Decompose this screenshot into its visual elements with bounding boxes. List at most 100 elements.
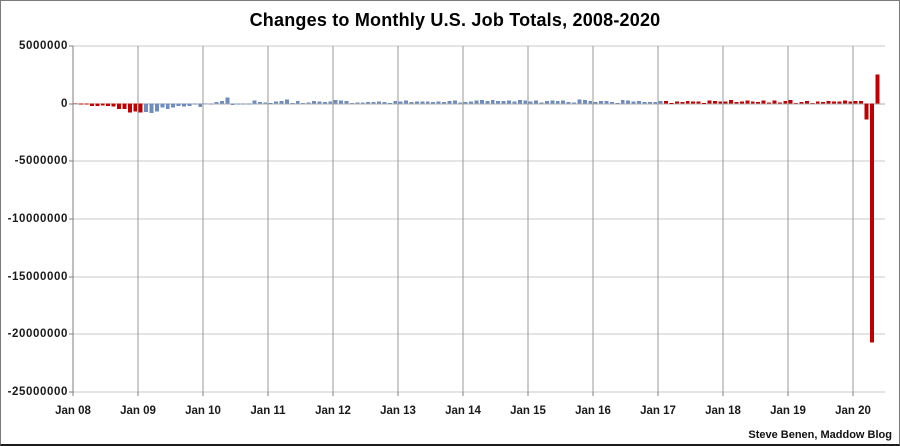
chart-bar — [577, 99, 582, 104]
chart-bar — [783, 101, 788, 104]
chart-bar — [848, 101, 853, 104]
chart-bar — [447, 100, 452, 104]
chart-bar — [144, 103, 149, 113]
x-axis-tick-label: Jan 11 — [250, 405, 286, 417]
chart-bar — [561, 100, 566, 104]
chart-title: Changes to Monthly U.S. Job Totals, 2008… — [249, 10, 661, 30]
chart-bar — [154, 103, 159, 112]
chart-bar — [349, 102, 354, 104]
chart-bar — [653, 101, 658, 104]
chart-bar — [674, 101, 679, 104]
chart-bar — [295, 100, 300, 104]
chart-bar — [306, 102, 311, 104]
chart-bar — [496, 100, 501, 104]
x-axis-tick-label: Jan 09 — [120, 405, 156, 417]
chart-bar — [669, 103, 674, 104]
y-axis-tick-label: 0 — [61, 98, 68, 110]
chart-bar — [425, 101, 430, 104]
chart-bar — [100, 103, 105, 106]
chart-bar — [631, 101, 636, 104]
chart-bar — [593, 102, 598, 104]
chart-bar — [609, 101, 614, 104]
chart-bar — [528, 101, 533, 104]
chart-bar — [442, 101, 446, 104]
chart-bar — [192, 103, 197, 105]
chart-bar — [404, 100, 409, 104]
chart-bar — [431, 101, 436, 104]
chart-bar — [485, 101, 490, 104]
chart-bar — [501, 101, 506, 104]
chart-bar — [312, 100, 316, 104]
chart-bar — [523, 100, 528, 104]
chart-bar — [117, 103, 121, 109]
chart-bar — [756, 101, 761, 104]
chart-bar — [290, 102, 295, 104]
y-axis-tick-label: -15000000 — [7, 271, 68, 283]
chart-bar — [550, 100, 555, 104]
chart-bar — [723, 101, 728, 104]
x-axis-tick-label: Jan 17 — [640, 405, 676, 417]
chart-bar — [268, 103, 273, 104]
x-axis-tick-label: Jan 08 — [55, 405, 91, 417]
chart-bar — [344, 100, 349, 104]
chart-bar — [165, 103, 170, 110]
chart-bar — [555, 101, 560, 104]
chart-bar — [729, 99, 734, 104]
x-axis-tick-label: Jan 13 — [380, 405, 416, 417]
chart-bar — [853, 101, 858, 104]
chart-bar — [398, 101, 403, 104]
chart-bar — [111, 103, 116, 107]
chart-bar — [301, 102, 306, 104]
chart-bar — [712, 101, 717, 104]
x-axis-tick-label: Jan 10 — [185, 405, 221, 417]
chart-bar — [869, 103, 874, 343]
chart-bar — [534, 100, 539, 104]
chart-bar — [247, 103, 251, 105]
x-axis-tick-label: Jan 14 — [445, 405, 481, 417]
attribution-text: Steve Benen, Maddow Blog — [748, 429, 892, 441]
chart-bar — [79, 103, 84, 105]
chart-bar — [84, 103, 89, 105]
chart-bar — [458, 102, 463, 104]
chart-bar — [750, 101, 755, 104]
x-axis-tick-label: Jan 16 — [575, 405, 611, 417]
chart-bar — [95, 103, 100, 106]
chart-bar — [658, 101, 663, 104]
x-axis-tick-label: Jan 15 — [510, 405, 546, 417]
chart-bar — [761, 100, 766, 104]
chart-bar — [89, 103, 94, 107]
chart-bar — [414, 101, 419, 104]
chart-bar — [626, 100, 631, 104]
chart-bar — [257, 102, 262, 104]
chart-bar — [371, 101, 376, 104]
chart-bar — [588, 100, 593, 104]
y-axis-tick-label: -10000000 — [7, 213, 68, 225]
chart-bar — [745, 100, 750, 104]
chart-bar — [572, 102, 576, 104]
chart-bar — [160, 103, 165, 108]
chart-bar — [382, 101, 387, 104]
chart-bar — [821, 101, 826, 104]
y-axis-tick-label: 5000000 — [19, 40, 68, 52]
chart-bar — [842, 100, 847, 104]
chart-bar — [739, 101, 744, 104]
chart-bar — [777, 102, 782, 104]
chart-bar — [106, 103, 111, 107]
chart-bar — [810, 102, 815, 104]
chart-bar — [799, 101, 804, 104]
chart-bar — [187, 103, 192, 106]
chart-bar — [517, 99, 522, 104]
chart-bar — [707, 100, 712, 104]
chart-bar — [469, 101, 474, 104]
chart-bar — [479, 100, 484, 104]
chart-bar — [539, 102, 544, 104]
chart-bar — [209, 103, 214, 105]
chart-bar — [317, 101, 322, 104]
chart-bar — [463, 102, 468, 104]
chart-bar — [219, 100, 224, 104]
chart-bar — [685, 100, 690, 104]
chart-bar — [171, 103, 176, 108]
chart-bar — [149, 103, 154, 113]
